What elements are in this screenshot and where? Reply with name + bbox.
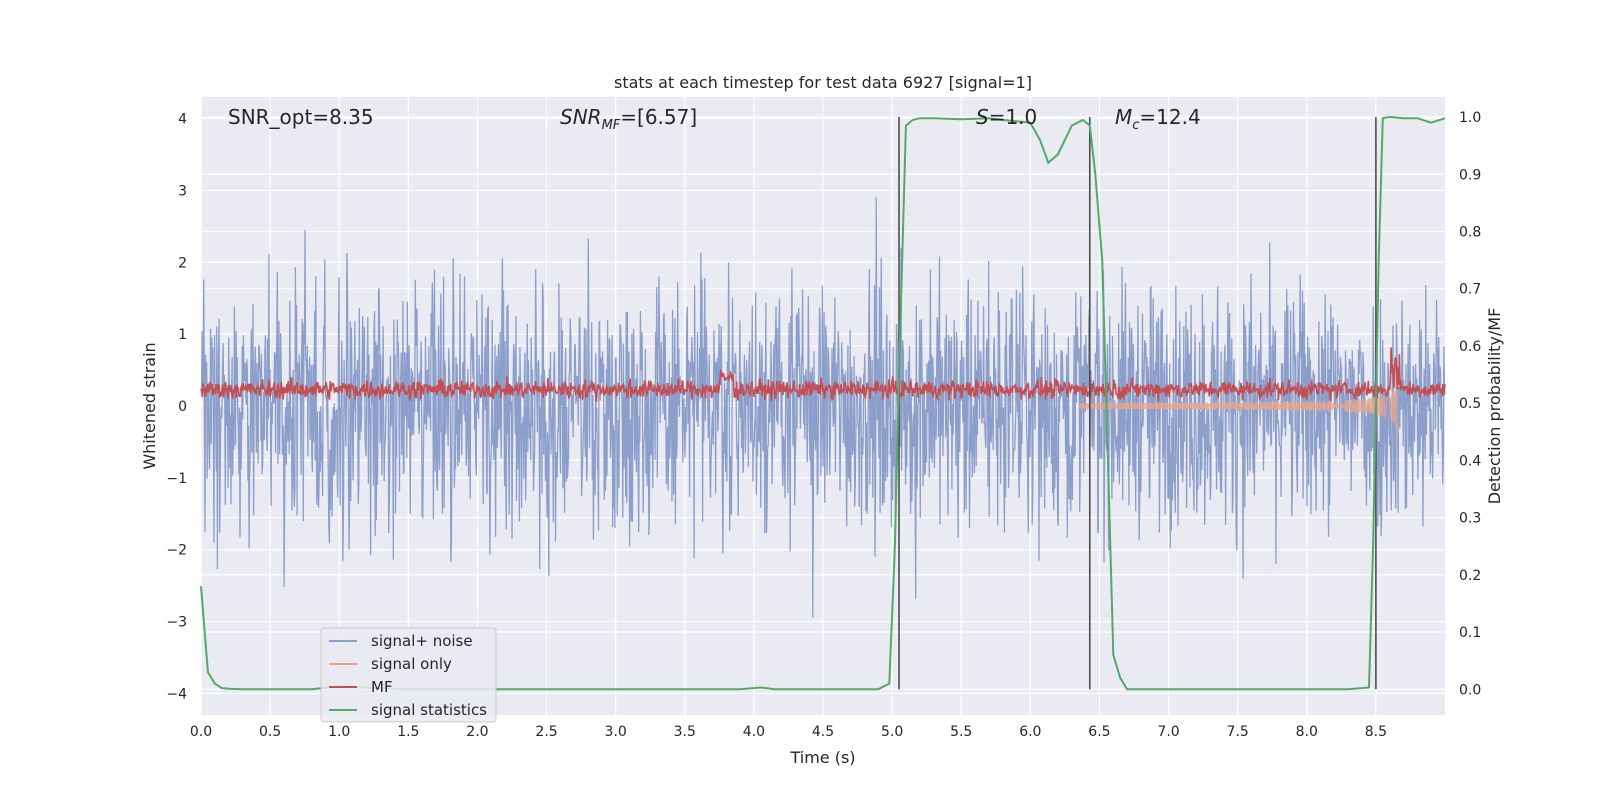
x-axis-ticks: 0.0 0.5 1.0 1.5 2.0 2.5 3.0 3.5 4.0 4.5 5.0 5.5 6.0 6… (190, 724, 1387, 740)
y2-tick-label: 0.6 (1459, 339, 1481, 355)
legend-label-signal-noise: signal+ noise (371, 632, 473, 650)
y-tick-label: 4 (178, 112, 187, 128)
x-tick-label: 8.0 (1296, 724, 1318, 740)
legend: signal+ noise signal only MF signal stat… (320, 627, 497, 723)
legend-label-signal-only: signal only (371, 655, 452, 673)
y2-axis-ticks: 1.0 0.9 0.8 0.7 0.6 0.5 0.4 0.3 0.2 0.1 0.0 (1459, 110, 1481, 698)
y2-tick-label: 0.8 (1459, 224, 1481, 240)
y-tick-label: −1 (166, 471, 187, 487)
x-tick-label: 6.0 (1019, 724, 1041, 740)
x-tick-label: 3.5 (674, 724, 696, 740)
y2-tick-label: 0.0 (1459, 682, 1481, 698)
x-tick-label: 4.0 (743, 724, 765, 740)
x-tick-label: 5.0 (881, 724, 903, 740)
y-tick-label: −2 (166, 543, 187, 559)
x-tick-label: 7.0 (1157, 724, 1179, 740)
stat-annotation: S=1.0 (976, 105, 1037, 129)
y2-tick-label: 1.0 (1459, 110, 1481, 126)
snr-mf-annotation: SNRMF=[6.57] (560, 105, 697, 133)
y2-tick-label: 0.5 (1459, 396, 1481, 412)
y-tick-label: 1 (178, 327, 187, 343)
series-signal-noise (200, 197, 1446, 618)
x-tick-label: 1.0 (328, 724, 350, 740)
stat-value: =1.0 (989, 105, 1038, 129)
x-tick-label: 5.5 (950, 724, 972, 740)
legend-box (320, 627, 497, 723)
y2-tick-label: 0.9 (1459, 167, 1481, 183)
x-tick-label: 4.5 (812, 724, 834, 740)
y-tick-label: −4 (166, 686, 187, 702)
series-mf (200, 347, 1446, 403)
y-tick-label: 2 (178, 255, 187, 271)
chirp-mass-annotation: Mc=12.4 (1115, 105, 1201, 133)
x-axis-label: Time (s) (789, 748, 855, 767)
x-tick-label: 0.0 (190, 724, 212, 740)
x-tick-label: 6.5 (1088, 724, 1110, 740)
chirp-mass-value: =12.4 (1139, 105, 1200, 129)
y-axis-label: Whitened strain (140, 342, 159, 469)
snr-mf-value: =[6.57] (620, 105, 697, 129)
y-tick-label: −3 (166, 615, 187, 631)
x-tick-label: 0.5 (259, 724, 281, 740)
y2-tick-label: 0.7 (1459, 282, 1481, 298)
x-tick-label: 2.0 (466, 724, 488, 740)
series-signal-only (1078, 376, 1401, 435)
x-tick-label: 8.5 (1365, 724, 1387, 740)
y-tick-label: 3 (178, 183, 187, 199)
chart-title: stats at each timestep for test data 692… (614, 73, 1032, 92)
x-tick-label: 7.5 (1227, 724, 1249, 740)
y2-tick-label: 0.4 (1459, 453, 1481, 469)
x-tick-label: 3.0 (605, 724, 627, 740)
x-tick-label: 2.5 (535, 724, 557, 740)
legend-label-mf: MF (371, 678, 393, 696)
y-tick-label: 0 (178, 399, 187, 415)
y2-tick-label: 0.1 (1459, 625, 1481, 641)
y2-tick-label: 0.3 (1459, 511, 1481, 527)
x-tick-label: 1.5 (397, 724, 419, 740)
y-axis-ticks: 4 3 2 1 0 −1 −2 −3 −4 (166, 112, 187, 703)
snr-opt-annotation: SNR_opt=8.35 (228, 105, 374, 129)
y2-tick-label: 0.2 (1459, 568, 1481, 584)
legend-label-signal-statistics: signal statistics (371, 701, 487, 719)
y2-axis-label: Detection probability/MF (1485, 308, 1504, 505)
